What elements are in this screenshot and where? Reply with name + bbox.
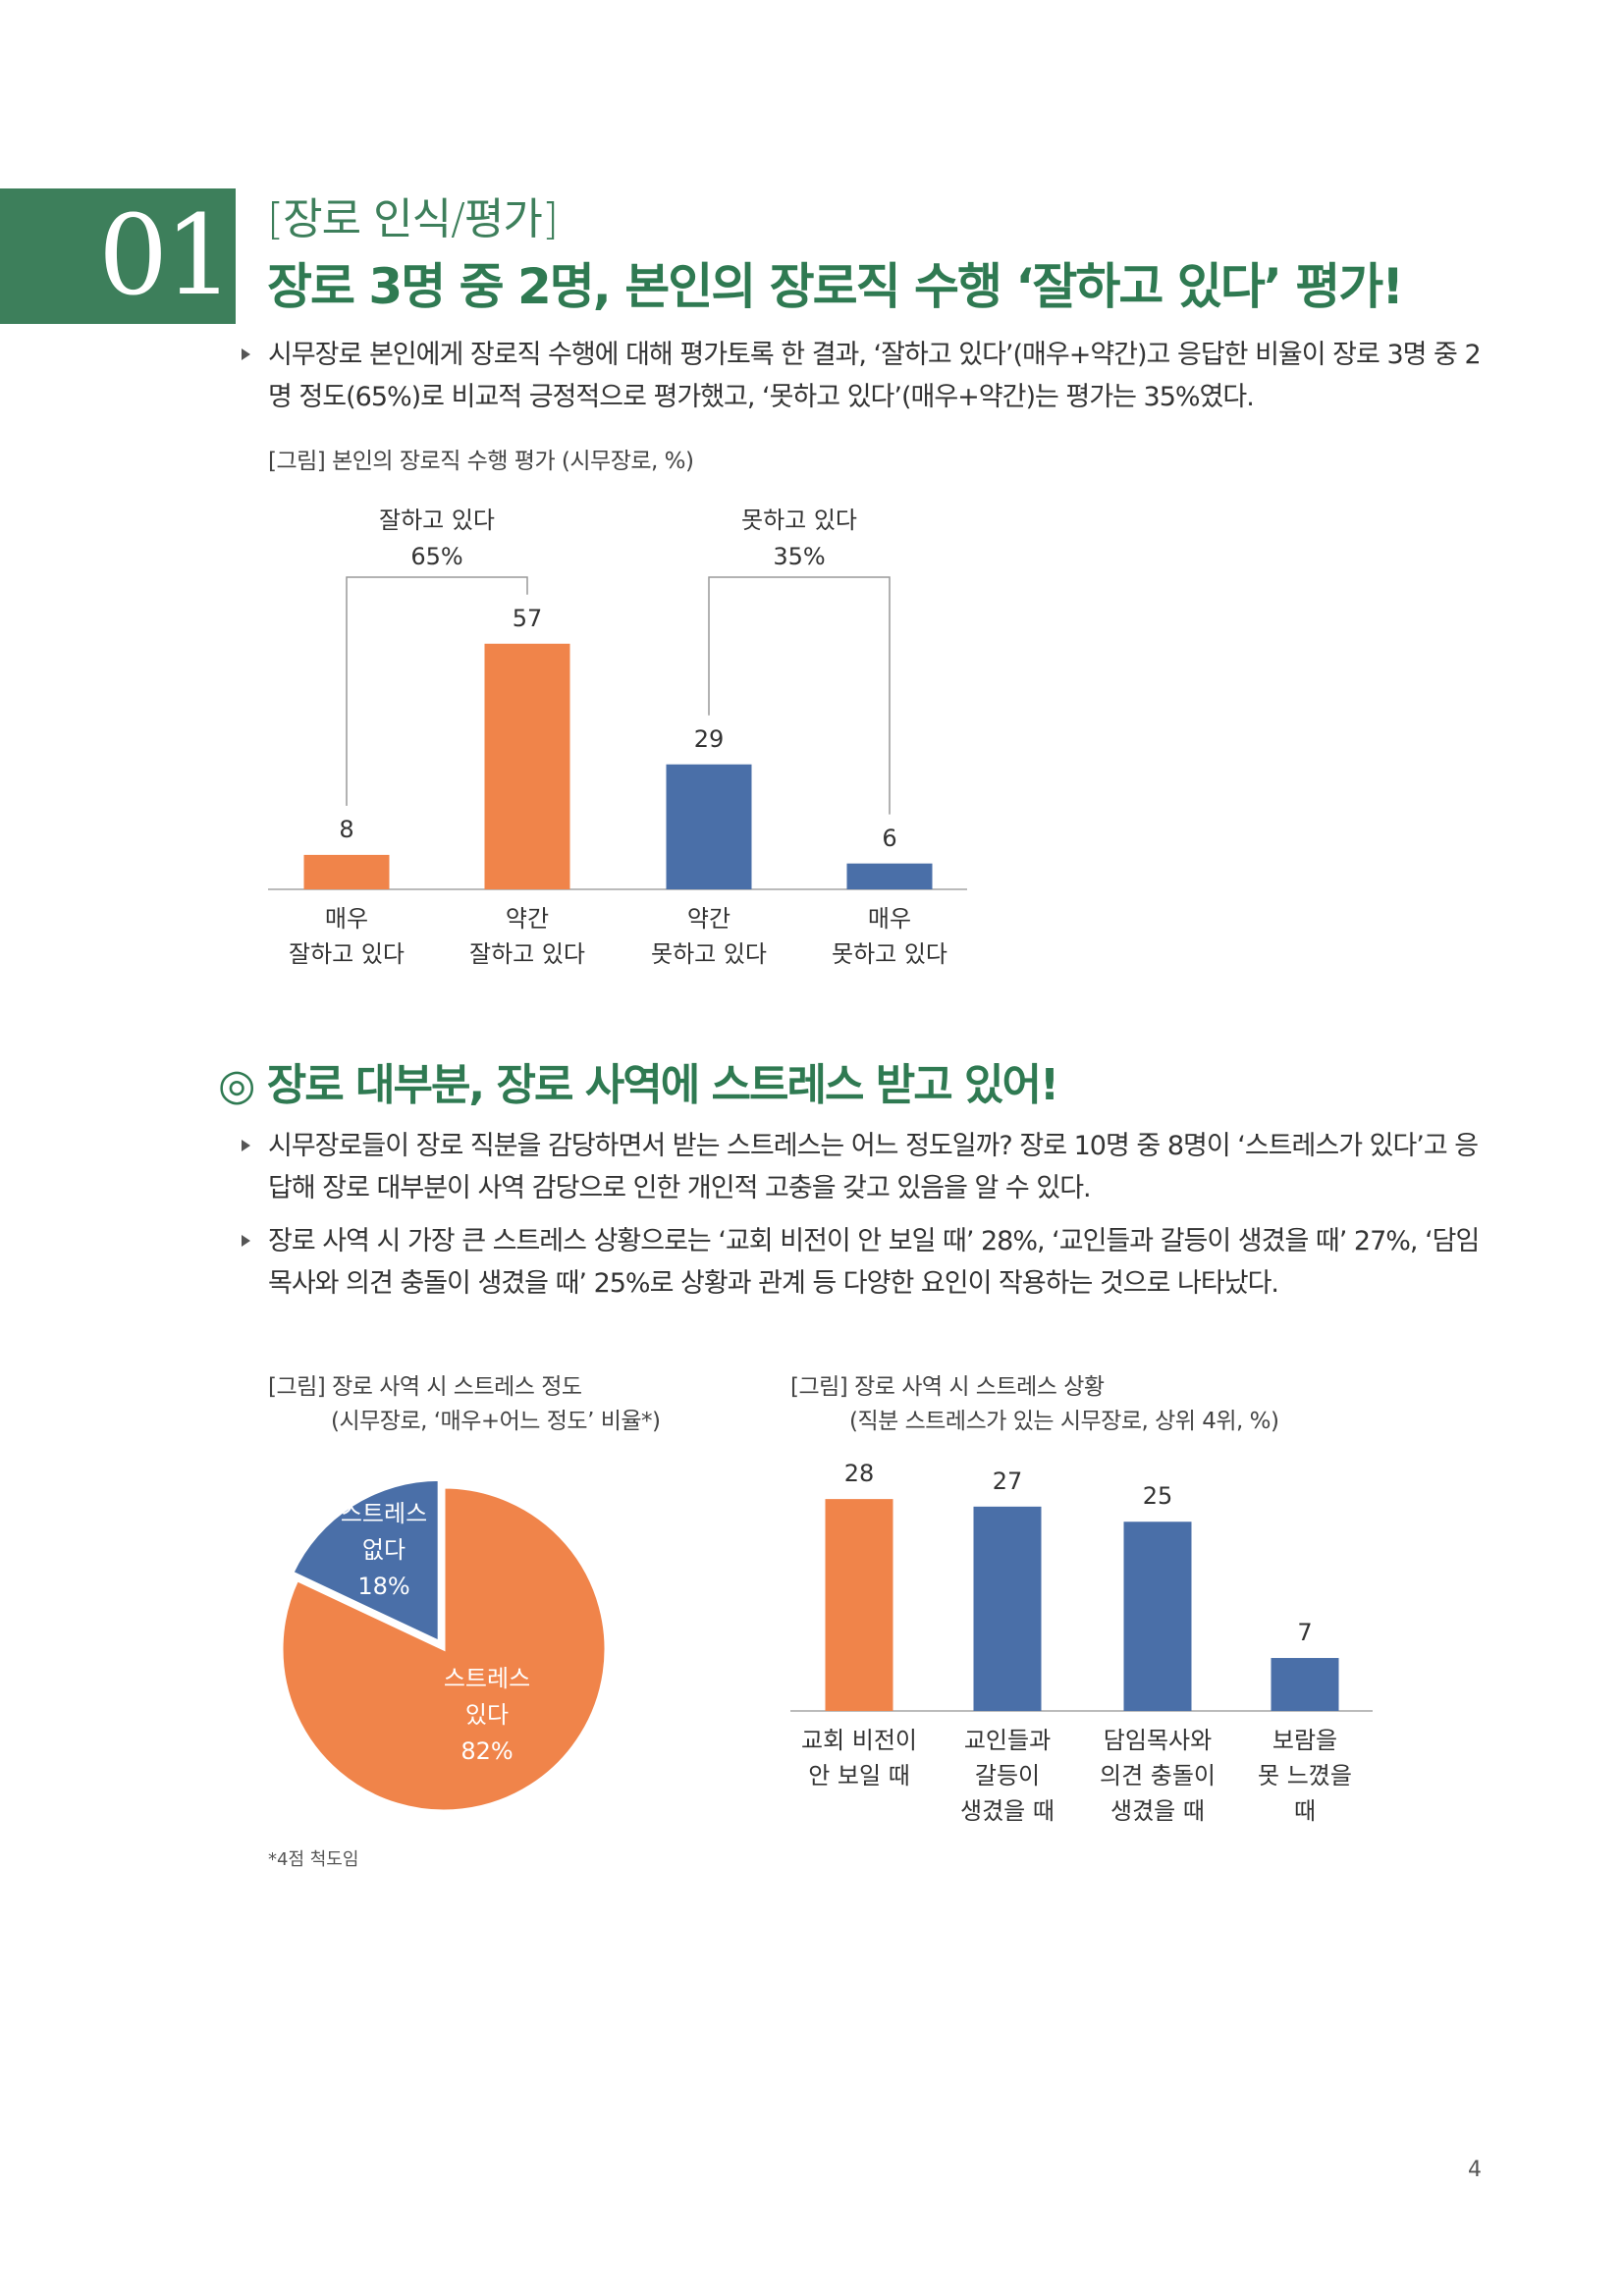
bar [666,764,752,889]
slice-name: 스트레스 있다 [443,1665,531,1729]
bullet-marker [242,1140,250,1151]
bullet-text: 장로 사역 시 가장 큰 스트레스 상황으로는 ‘교회 비전이 안 보일 때’ … [268,1226,1480,1299]
category-label: 매우 못하고 있다 [831,905,948,968]
bar [846,863,933,889]
figure-caption: [그림] 장로 사역 시 스트레스 정도 [268,1374,582,1400]
figure-caption: [그림] 본인의 장로직 수행 평가 (시무장로, %) [268,449,694,474]
category-label: 약간 못하고 있다 [650,905,768,968]
pie-slice [280,1485,608,1813]
value-label: 7 [1297,1619,1313,1647]
figure-caption: [그림] 장로 사역 시 스트레스 상황 [790,1374,1105,1400]
group-name: 못하고 있다 [740,507,858,534]
value-label: 25 [1142,1482,1173,1511]
group-bracket [346,576,528,806]
figure-subtitle: (직분 스트레스가 있는 시무장로, 상위 4위, %) [849,1409,1279,1434]
category-label: 담임목사와 의견 충돌이 생겼을 때 [1099,1727,1217,1825]
category-label: 교인들과 갈등이 생겼을 때 [960,1727,1055,1825]
value-label: 8 [339,815,354,843]
category: [장로 인식/평가] [267,194,559,244]
slice-value: 18% [357,1573,410,1600]
category-label: 보람을 못 느꼈을 때 [1258,1727,1352,1825]
value-label: 57 [512,604,543,632]
group-bracket [708,576,891,815]
value-label: 6 [882,824,897,852]
bar [1271,1658,1339,1711]
bar [973,1506,1042,1711]
pie-slice [290,1477,441,1644]
page-number: 4 [1468,2158,1482,2182]
value-label: 29 [693,724,725,753]
slice-value: 82% [460,1737,514,1765]
footnote: *4점 척도임 [268,1849,359,1870]
title: 장로 3명 중 2명, 본인의 장로직 수행 ‘잘하고 있다’ 평가! [267,258,1404,315]
section-number: 01 [98,192,235,320]
bullet-marker [242,348,250,360]
section-heading: ◎ 장로 대부분, 장로 사역에 스트레스 받고 있어! [218,1060,1059,1110]
bar [1123,1522,1192,1711]
bullet-text: 시무장로 본인에게 장로직 수행에 대해 평가토록 한 결과, ‘잘하고 있다’… [268,340,1482,412]
category-label: 매우 잘하고 있다 [288,905,406,968]
slice-name: 스트레스 없다 [340,1500,428,1564]
category-label: 교회 비전이 안 보일 때 [800,1727,918,1789]
group-total: 35% [773,543,826,570]
section-number-box [0,188,236,324]
bar [825,1499,893,1711]
bar [484,643,570,889]
value-label: 27 [992,1467,1023,1495]
category-label: 약간 잘하고 있다 [468,905,586,968]
group-total: 65% [410,543,463,570]
figure-subtitle: (시무장로, ‘매우+어느 정도’ 비율*) [331,1409,661,1434]
bullet-marker [242,1235,250,1247]
group-name: 잘하고 있다 [378,507,496,534]
bullet-text: 시무장로들이 장로 직분을 감당하면서 받는 스트레스는 어느 정도일까? 장로… [268,1131,1479,1203]
value-label: 28 [843,1460,875,1488]
bar [303,854,390,889]
